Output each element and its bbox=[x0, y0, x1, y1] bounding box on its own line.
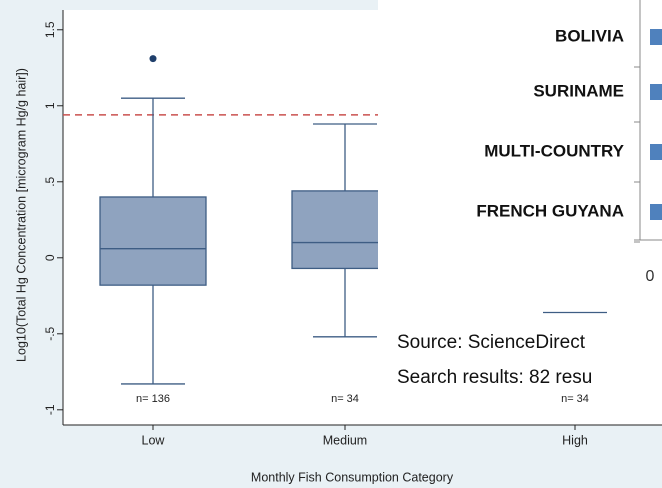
y-tick-label: .5 bbox=[43, 176, 57, 186]
country-label: BOLIVIA bbox=[555, 26, 624, 45]
box bbox=[99, 196, 207, 286]
x-tick-label: High bbox=[562, 433, 588, 447]
bar-stub bbox=[650, 84, 662, 100]
y-tick-label: 1 bbox=[43, 102, 57, 109]
x-axis-title: Monthly Fish Consumption Category bbox=[251, 470, 454, 484]
y-tick-label: 0 bbox=[43, 254, 57, 261]
y-axis-title: Log10(Total Hg Concentration [microgram … bbox=[14, 68, 28, 362]
box-plot: -1 -.5 0 .5 1 1.5 Log10(Total Hg Concentration… bbox=[14, 10, 662, 484]
x-tick-label: Medium bbox=[323, 433, 367, 447]
annotation: n= 136 bbox=[136, 393, 170, 405]
country-label: MULTI-COUNTRY bbox=[484, 141, 624, 160]
bar-stub bbox=[650, 29, 662, 45]
y-tick-label: -.5 bbox=[43, 326, 57, 340]
country-label: FRENCH GUYANA bbox=[476, 201, 624, 220]
bar-stub bbox=[650, 144, 662, 160]
country-label: SURINAME bbox=[533, 81, 624, 100]
x-tick-label: Low bbox=[142, 433, 166, 447]
source-text: Source: ScienceDirect bbox=[397, 332, 586, 353]
outlier bbox=[149, 55, 157, 63]
annotation: n= 34 bbox=[331, 393, 359, 405]
annotation: n= 34 bbox=[561, 393, 589, 405]
y-tick-label: -1 bbox=[43, 404, 57, 415]
y-tick-label: 1.5 bbox=[43, 21, 57, 38]
overlay-axis-label: 0 bbox=[646, 268, 655, 285]
bar-stub bbox=[650, 204, 662, 220]
search-text: Search results: 82 resu bbox=[397, 367, 592, 388]
overlay: BOLIVIA SURINAME MULTI-COUNTRY FRENCH GUYAN… bbox=[378, 0, 662, 300]
overlay-panel bbox=[378, 0, 662, 300]
